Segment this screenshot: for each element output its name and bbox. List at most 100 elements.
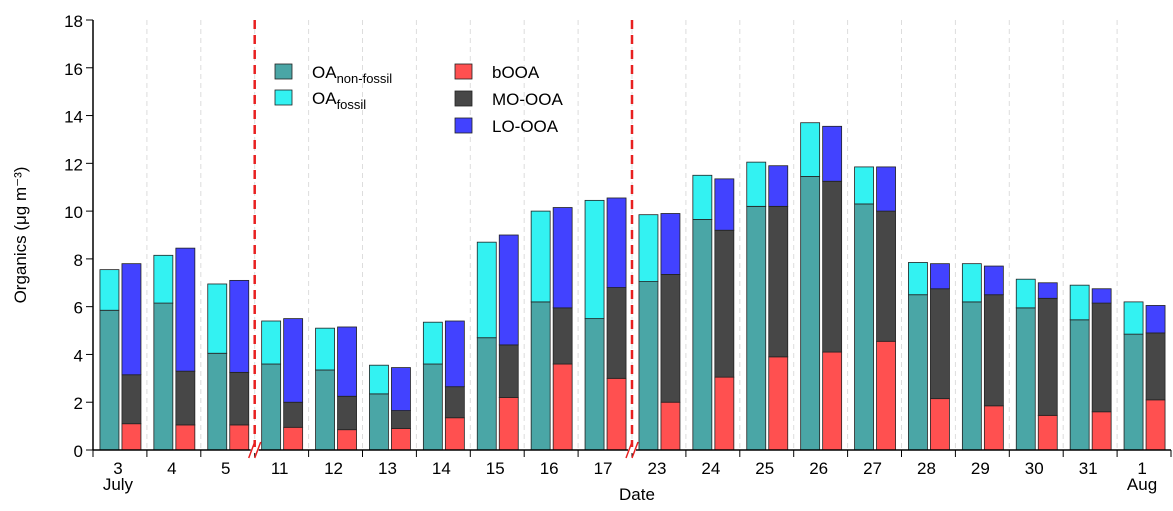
bar-segment <box>930 288 950 400</box>
legend-swatch <box>454 63 473 80</box>
bar-segment <box>1091 288 1112 304</box>
bar-segment <box>444 386 465 419</box>
bar-segment <box>153 254 174 304</box>
bar-segment <box>983 294 1004 407</box>
bar-segment <box>961 301 982 451</box>
axis-break-mark <box>631 441 639 459</box>
bar-segment <box>660 213 681 275</box>
x-tick-label: 28 <box>917 459 936 478</box>
x-tick-label: 29 <box>971 459 990 478</box>
y-tick-label: 12 <box>64 155 83 174</box>
bar-segment <box>498 234 519 346</box>
bar-segment <box>391 428 411 451</box>
bar-segment <box>121 374 142 425</box>
bar-segment <box>714 178 735 231</box>
bar-segment <box>692 219 713 451</box>
bar-segment <box>908 262 928 296</box>
bar-segment <box>584 318 605 451</box>
x-axis-label: Date <box>619 485 655 504</box>
x-tick-sublabel: Aug <box>1127 475 1157 494</box>
legend-swatch <box>454 117 473 134</box>
legend-label: LO-OOA <box>492 117 559 136</box>
bar-segment <box>552 307 573 365</box>
bar-segment <box>229 279 250 373</box>
bar-segment <box>283 426 304 451</box>
bar-segment <box>660 274 681 403</box>
bar-segment <box>660 401 681 451</box>
bar-segment <box>854 203 874 451</box>
bar-segment <box>1091 302 1112 413</box>
axis-break-gap <box>628 447 636 453</box>
legend-name: OA <box>312 89 337 108</box>
x-tick-label: 15 <box>486 459 505 478</box>
bar-segment <box>822 180 843 353</box>
x-tick-label: 30 <box>1025 459 1044 478</box>
legend-name: OA <box>312 63 337 82</box>
legend-name: MO-OOA <box>492 90 563 109</box>
legend-name-sub: non-fossil <box>337 71 393 86</box>
bar-segment <box>530 210 551 303</box>
bar-segment <box>1069 319 1090 451</box>
bar-segment <box>1015 278 1036 309</box>
y-tick-label: 0 <box>74 442 83 461</box>
bar-segment <box>714 229 735 378</box>
axis-break-mark <box>247 441 256 459</box>
x-tick-label: 11 <box>271 459 289 478</box>
bar-segment <box>606 287 627 379</box>
bar-segment <box>261 320 282 365</box>
bar-segment <box>961 263 982 303</box>
bar-segment <box>207 352 228 451</box>
bar-segment <box>261 363 282 451</box>
bar-segment <box>876 166 896 212</box>
legend-name: bOOA <box>492 63 540 82</box>
x-tick-label: 25 <box>755 459 774 478</box>
bar-segment <box>1145 305 1166 334</box>
bar-segment <box>1123 301 1144 335</box>
x-tick-label: 24 <box>701 459 720 478</box>
axis-break-mark <box>625 441 633 459</box>
bar-segment <box>606 377 627 451</box>
bar-segment <box>229 371 250 426</box>
legend-swatch <box>274 63 293 80</box>
x-tick-label: 17 <box>594 459 613 478</box>
y-tick-label: 2 <box>74 394 83 413</box>
bar-segment <box>876 340 896 451</box>
bar-segment <box>908 294 928 451</box>
y-tick-label: 18 <box>64 12 83 31</box>
bar-segment <box>337 429 357 451</box>
bar-segment <box>822 125 843 182</box>
x-tick-label: 3 <box>113 459 122 478</box>
x-tick-sublabel: July <box>103 475 134 494</box>
x-tick-label: 12 <box>324 459 343 478</box>
bar-segment <box>315 327 335 371</box>
bar-segment <box>175 247 196 372</box>
bar-segment <box>175 424 196 451</box>
bar-segment <box>930 398 950 451</box>
y-tick-label: 8 <box>74 251 83 270</box>
x-tick-label: 27 <box>863 459 882 478</box>
bar-segment <box>476 241 497 339</box>
legend-label: bOOA <box>492 63 540 82</box>
bar-segment <box>584 199 605 320</box>
y-tick-label: 14 <box>64 108 83 127</box>
bar-segment <box>1091 411 1112 451</box>
x-tick-label: 14 <box>432 459 451 478</box>
bar-segment <box>854 166 874 205</box>
bar-segment <box>530 301 551 451</box>
bar-segment <box>391 367 411 411</box>
bar-segment <box>153 302 174 451</box>
x-tick-label: 23 <box>647 459 666 478</box>
bar-segment <box>714 376 735 451</box>
bar-segment <box>175 370 196 426</box>
bar-segment <box>800 122 821 177</box>
bar-segment <box>822 351 843 451</box>
legend-swatch <box>454 90 473 107</box>
bar-segment <box>283 401 304 428</box>
bar-segment <box>638 214 659 282</box>
bar-segment <box>983 405 1004 451</box>
bar-segment <box>422 321 443 365</box>
bar-segment <box>876 210 896 342</box>
bar-segment <box>1145 399 1166 451</box>
bar-segment <box>369 393 389 451</box>
bar-segment <box>1145 332 1166 401</box>
